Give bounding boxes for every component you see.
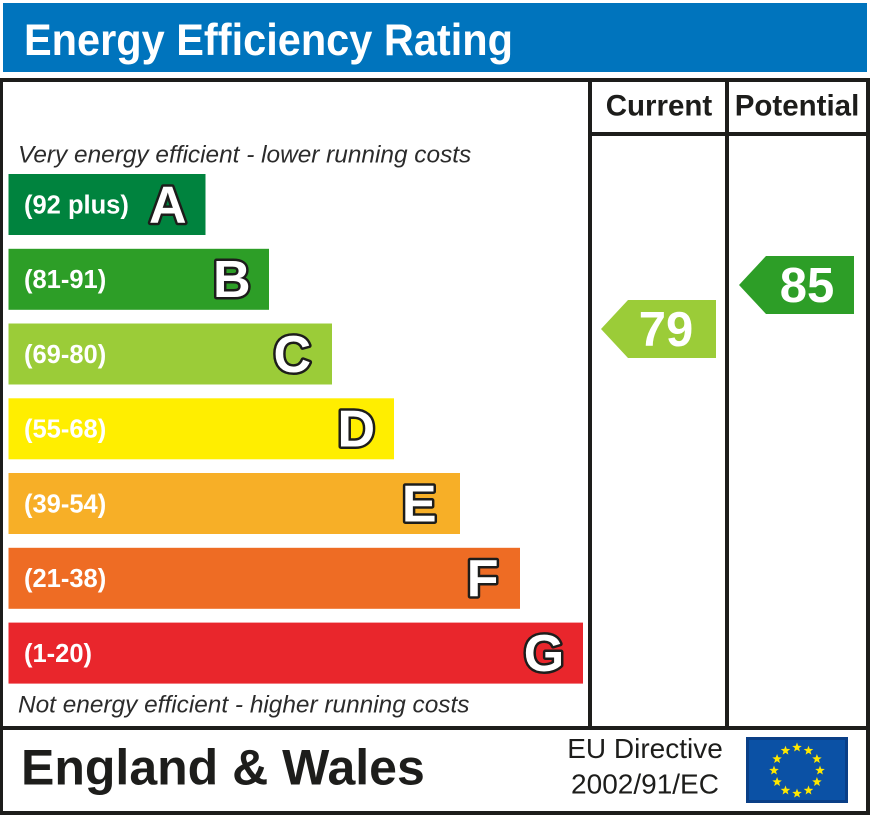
svg-text:G: G xyxy=(524,625,564,683)
svg-text:(69-80): (69-80) xyxy=(24,341,106,369)
svg-text:(55-68): (55-68) xyxy=(24,416,106,444)
svg-text:85: 85 xyxy=(780,259,835,313)
svg-text:C: C xyxy=(273,326,311,384)
svg-text:(81-91): (81-91) xyxy=(24,266,106,294)
svg-text:Current: Current xyxy=(606,90,713,123)
svg-text:B: B xyxy=(213,251,251,309)
svg-text:Potential: Potential xyxy=(735,90,860,123)
svg-text:Not energy efficient - higher: Not energy efficient - higher running co… xyxy=(18,692,469,719)
svg-text:EU Directive: EU Directive xyxy=(567,733,723,764)
svg-text:Energy Efficiency Rating: Energy Efficiency Rating xyxy=(24,16,513,65)
svg-text:2002/91/EC: 2002/91/EC xyxy=(571,769,719,800)
svg-text:79: 79 xyxy=(639,303,694,357)
svg-text:F: F xyxy=(467,550,499,608)
svg-text:(21-38): (21-38) xyxy=(24,565,106,593)
svg-text:A: A xyxy=(149,176,187,234)
svg-text:D: D xyxy=(337,401,375,459)
svg-text:(1-20): (1-20) xyxy=(24,640,92,668)
svg-text:(39-54): (39-54) xyxy=(24,490,106,518)
svg-text:E: E xyxy=(402,475,437,533)
svg-text:Very energy efficient - lower: Very energy efficient - lower running co… xyxy=(18,142,471,169)
svg-text:England & Wales: England & Wales xyxy=(21,740,425,796)
svg-text:(92 plus): (92 plus) xyxy=(24,191,129,219)
